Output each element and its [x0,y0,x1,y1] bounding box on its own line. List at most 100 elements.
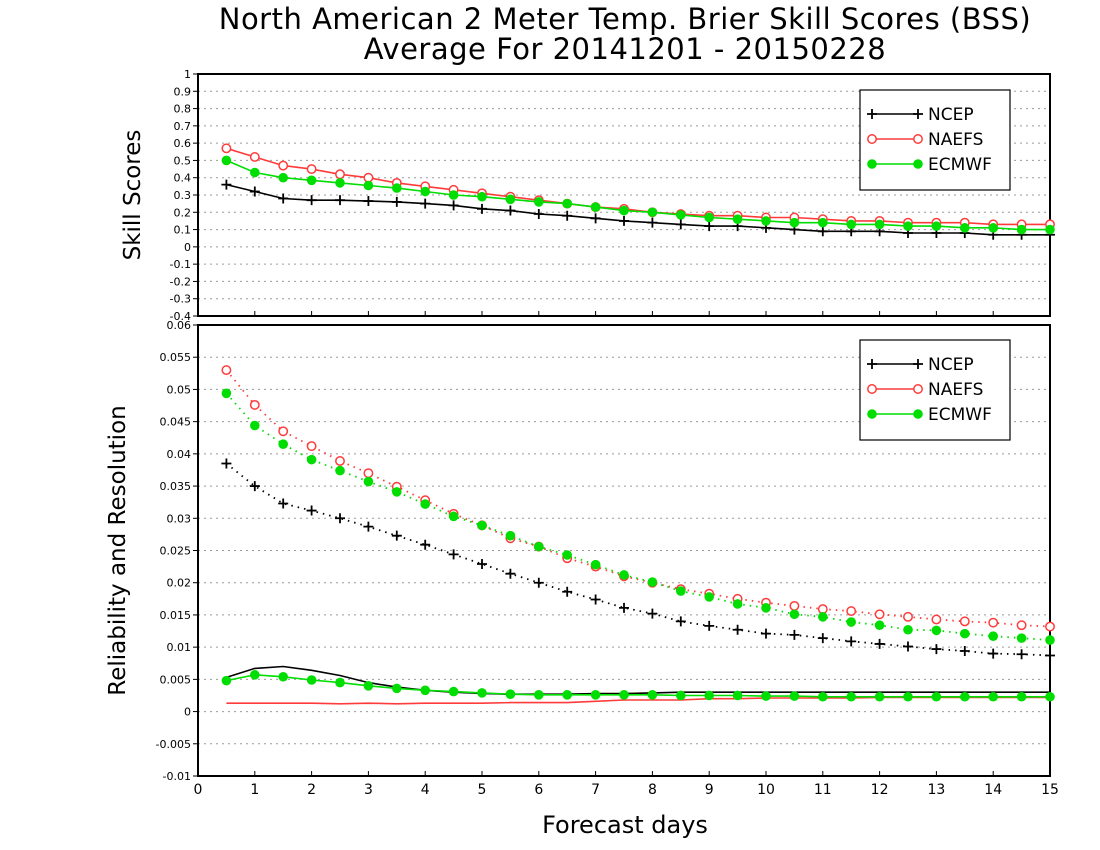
legend-label: ECMWF [928,155,992,175]
legend-marker [867,134,877,144]
y-tick-label: -0.4 [170,310,191,323]
series-ecmwf-solid [221,670,1055,702]
data-point [505,568,516,579]
series-naefs-solid [226,696,1050,705]
data-point [988,631,998,641]
x-tick-label: 7 [591,782,600,798]
data-point [988,223,998,233]
series-ncep-solid [226,665,1050,696]
y-tick-label: 0.06 [167,319,192,332]
data-point [505,530,516,541]
data-point [647,690,658,700]
data-point [732,690,743,701]
legend-marker [867,109,877,119]
data-point [448,200,459,211]
data-point [846,636,857,647]
series-line [226,696,1050,705]
y-tick-label: 0 [184,241,191,254]
data-point [704,690,714,701]
data-point [761,691,771,701]
data-point [846,617,856,627]
legend-label: NAEFS [928,130,983,150]
data-point [306,195,317,206]
data-point [704,592,714,602]
data-point [789,217,800,228]
y-tick-label: 0.1 [174,224,192,237]
data-point [959,646,970,657]
data-point [420,186,431,197]
x-tick-label: 1 [250,782,259,798]
data-point [562,550,572,560]
data-point [619,690,629,700]
x-axis-label: Forecast days [542,811,708,839]
data-point [1016,633,1027,643]
data-point [534,690,544,700]
legend-marker [913,359,923,369]
data-point [420,539,431,550]
data-point [420,685,431,696]
data-point [817,226,828,237]
data-point [675,616,686,627]
data-point [448,511,459,522]
y-tick-label: 0.7 [174,120,192,133]
data-point [335,455,345,466]
data-point [278,671,289,682]
data-point [988,617,999,628]
x-tick-label: 13 [927,782,945,798]
series-line [225,369,1051,628]
series-ecmwf-dotted [221,388,1055,645]
data-point [818,217,828,228]
y-tick-label: 0.05 [167,383,192,396]
data-point [590,559,601,570]
data-point [1045,224,1055,235]
data-point [1045,621,1055,632]
data-point [818,691,828,702]
data-point [789,609,800,620]
data-point [278,172,289,183]
y-tick-label: -0.3 [170,293,191,306]
data-point [846,219,856,230]
data-point [874,638,885,649]
y-tick-label: 0.025 [160,545,192,558]
y-tick-label: 0.8 [174,103,192,116]
data-point [789,629,800,640]
y-tick-label: 0.015 [160,609,192,622]
y-tick-label: 0.2 [174,206,192,219]
data-point [619,570,629,580]
y-tick-label: 0.03 [167,512,192,525]
data-point [761,603,771,613]
data-point [477,520,487,531]
legend-box [859,89,1011,191]
data-point [335,465,345,476]
data-point [590,213,601,224]
y-tick-label: 0 [184,706,191,719]
data-point [533,577,544,588]
data-point [903,641,913,652]
data-point [250,167,260,178]
data-point [306,441,317,452]
data-point [590,594,601,605]
data-point [221,365,232,376]
data-point [647,217,658,228]
data-point [704,221,715,232]
data-point [1016,649,1027,660]
data-point [732,214,743,224]
data-point [590,690,601,700]
data-point [477,203,487,214]
data-point [477,688,487,698]
data-point [647,608,658,619]
chart-title-line1: North American 2 Meter Temp. Brier Skill… [218,2,1032,36]
x-tick-label: 2 [307,782,316,798]
data-point [988,648,999,659]
data-point [931,221,942,231]
data-point [363,196,374,207]
legend: NCEP NAEFS ECMWF [859,89,1011,191]
series-ncep-dotted [221,458,1055,661]
plot-frame [197,324,1051,777]
series-line [226,665,1050,696]
data-point [448,686,459,697]
data-point [505,689,516,699]
data-point [1045,635,1055,645]
data-point [732,624,743,635]
y-tick-label: 0.055 [160,351,192,364]
